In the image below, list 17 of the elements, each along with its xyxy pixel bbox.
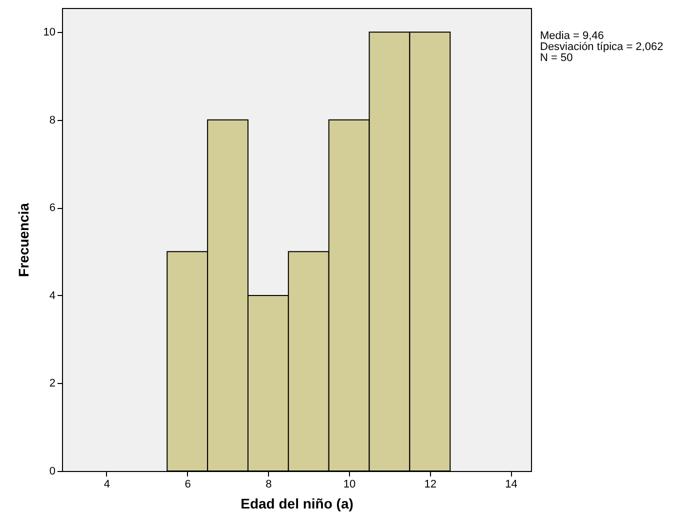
x-tick-label: 12 — [424, 478, 437, 490]
x-tick-label: 14 — [505, 478, 518, 490]
y-tick-label: 6 — [49, 202, 56, 214]
y-axis-title: Frecuencia — [15, 202, 32, 277]
x-tick-label: 4 — [104, 478, 110, 490]
y-tick-label: 0 — [49, 466, 56, 478]
x-tick-label: 6 — [184, 478, 191, 490]
y-tick-label: 10 — [43, 26, 56, 39]
y-tick-label: 2 — [49, 378, 56, 390]
x-tick-label: 8 — [266, 478, 272, 490]
text: Media = 9,46 — [540, 30, 604, 42]
y-tick-label: 4 — [49, 290, 56, 302]
y-tick-label: 8 — [49, 114, 56, 126]
x-tick-label: 10 — [343, 478, 356, 490]
x-axis-title: Edad del niño (a) — [240, 496, 354, 512]
text: N = 50 — [540, 52, 573, 64]
text: Desviación típica = 2,062 — [540, 41, 664, 53]
